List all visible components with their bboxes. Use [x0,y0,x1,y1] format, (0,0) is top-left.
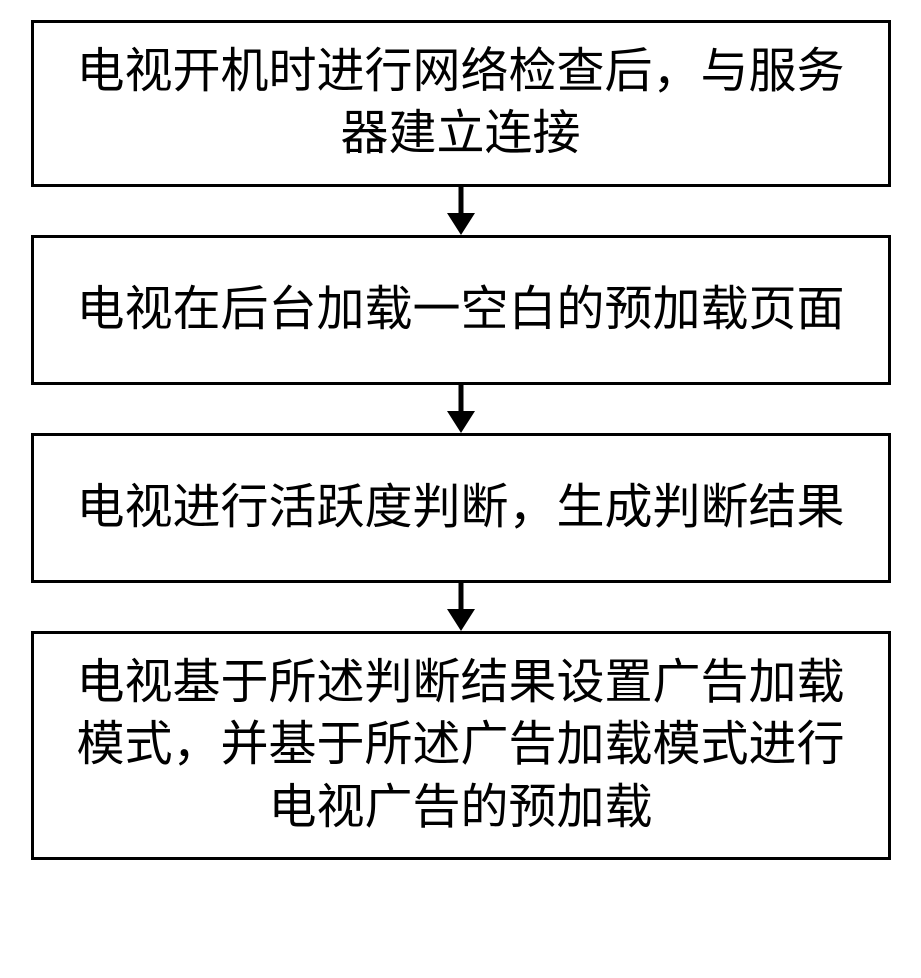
arrow-3 [447,583,475,631]
flow-step-1: 电视开机时进行网络检查后，与服务器建立连接 [31,20,891,187]
flow-step-4-text: 电视基于所述判断结果设置广告加载模式，并基于所述广告加载模式进行电视广告的预加载 [54,652,868,839]
flow-step-2: 电视在后台加载一空白的预加载页面 [31,235,891,385]
arrow-2 [447,385,475,433]
flow-step-3: 电视进行活跃度判断，生成判断结果 [31,433,891,583]
flow-step-3-text: 电视进行活跃度判断，生成判断结果 [76,477,844,539]
flow-step-2-text: 电视在后台加载一空白的预加载页面 [76,279,844,341]
arrow-1 [447,187,475,235]
flowchart-container: 电视开机时进行网络检查后，与服务器建立连接 电视在后台加载一空白的预加载页面 电… [0,20,921,860]
flow-step-1-text: 电视开机时进行网络检查后，与服务器建立连接 [54,41,868,166]
flow-step-4: 电视基于所述判断结果设置广告加载模式，并基于所述广告加载模式进行电视广告的预加载 [31,631,891,860]
